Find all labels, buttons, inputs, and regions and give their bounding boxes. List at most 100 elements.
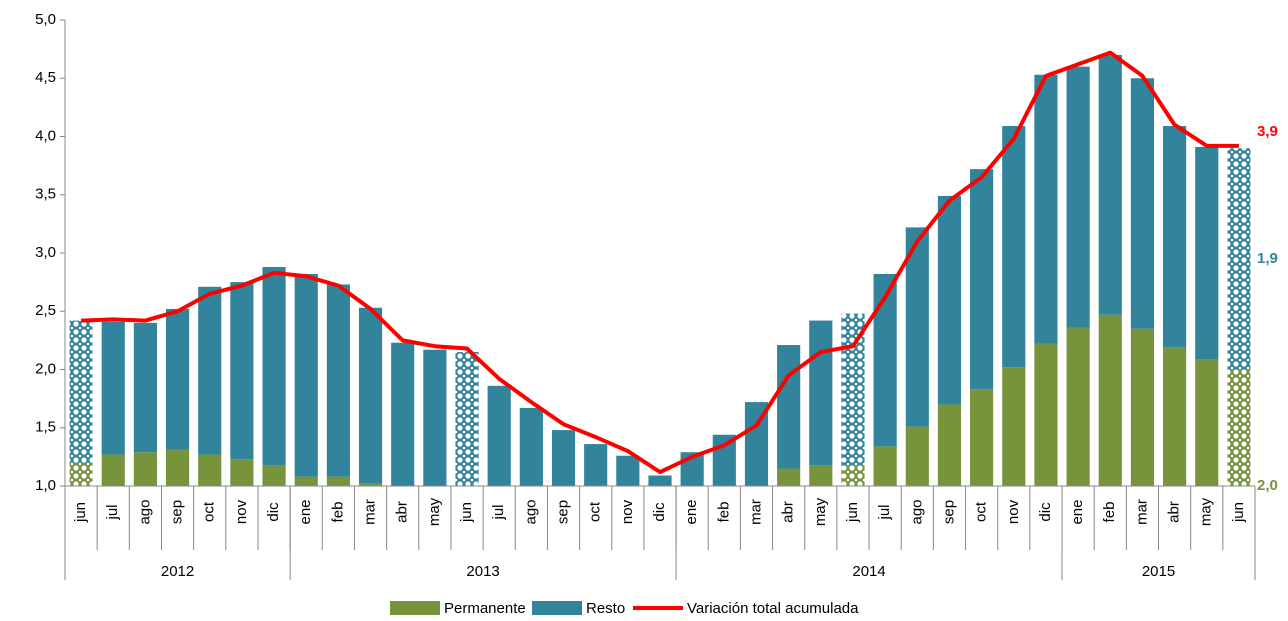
y-tick-label: 1,0 (35, 477, 56, 494)
bar (777, 345, 801, 469)
bar (744, 402, 769, 486)
bar (841, 465, 865, 486)
y-tick-label: 2,5 (35, 302, 56, 319)
legend-swatch (390, 601, 440, 615)
bar (841, 313, 865, 466)
bar (455, 352, 479, 486)
x-tick-label: abr (394, 501, 411, 523)
bar (873, 446, 897, 486)
bar (1034, 74, 1058, 344)
legend-label: Resto (586, 600, 625, 617)
bar (358, 307, 383, 484)
x-group-label: 2015 (1142, 563, 1175, 580)
y-tick-label: 5,0 (35, 11, 56, 28)
y-tick-label: 3,5 (35, 186, 56, 203)
bar (584, 444, 608, 486)
bar (937, 404, 962, 486)
bar (1066, 66, 1090, 328)
x-tick-label: oct (587, 501, 604, 522)
bar (648, 475, 672, 486)
bar (1002, 367, 1026, 486)
x-tick-label: ago (136, 499, 153, 524)
y-tick-label: 2,0 (35, 360, 56, 377)
bar (230, 282, 254, 460)
bar (294, 476, 318, 486)
x-tick-label: feb (329, 502, 346, 523)
x-tick-label: may (426, 497, 443, 526)
bar (326, 476, 350, 486)
bar (970, 169, 994, 390)
bar (1130, 328, 1155, 486)
bar (551, 430, 576, 486)
x-tick-label: sep (169, 500, 186, 524)
value-label: 2,0 (1257, 477, 1278, 494)
x-tick-label: abr (1166, 501, 1183, 523)
x-tick-label: ago (522, 499, 539, 524)
value-label: 3,9 (1257, 123, 1278, 140)
x-tick-label: sep (554, 500, 571, 524)
y-tick-label: 4,5 (35, 69, 56, 86)
bar (1227, 148, 1251, 370)
x-tick-label: ago (908, 499, 925, 524)
x-tick-label: nov (233, 499, 250, 524)
bar (1195, 359, 1219, 486)
bar (777, 468, 801, 486)
bar (69, 462, 93, 486)
bar (358, 483, 383, 486)
bar (1066, 327, 1090, 486)
bar (809, 320, 833, 466)
bar (133, 452, 157, 486)
x-tick-label: jun (458, 502, 475, 523)
bar (584, 515, 607, 602)
legend-swatch (532, 601, 582, 615)
x-tick-label: ene (1069, 499, 1086, 524)
x-tick-label: jul (490, 504, 507, 520)
bar (1034, 343, 1058, 486)
bar (198, 454, 222, 486)
y-tick-label: 4,0 (35, 127, 56, 144)
x-tick-label: dic (651, 502, 668, 522)
x-group-label: 2014 (852, 563, 885, 580)
bar (616, 521, 639, 603)
bar (1195, 146, 1219, 360)
bar (905, 426, 929, 486)
bar (165, 308, 190, 450)
x-tick-label: oct (201, 501, 218, 522)
x-tick-label: dic (265, 502, 282, 522)
x-tick-label: may (812, 497, 829, 526)
bar (487, 385, 511, 486)
bar (1163, 347, 1187, 486)
bar (262, 465, 286, 486)
bar (133, 322, 157, 453)
x-tick-label: dic (1037, 502, 1054, 522)
bar (1098, 314, 1122, 486)
legend-label: Permanente (444, 600, 526, 617)
x-group-label: 2013 (466, 563, 499, 580)
bar (423, 349, 447, 486)
bar (230, 459, 254, 486)
legend-label: Variación total acumulada (687, 600, 859, 617)
x-tick-label: mar (747, 499, 764, 525)
x-tick-label: abr (780, 501, 797, 523)
x-tick-label: jun (844, 502, 861, 523)
bar (873, 273, 897, 447)
bar (391, 342, 415, 486)
bar (1002, 126, 1026, 368)
value-label: 1,9 (1257, 250, 1278, 267)
bar (69, 320, 93, 463)
x-tick-label: jun (72, 502, 89, 523)
x-tick-label: ene (683, 499, 700, 524)
bar (1163, 126, 1187, 348)
bar (1098, 54, 1122, 315)
x-tick-label: jul (876, 504, 893, 520)
bar (519, 407, 543, 486)
x-tick-label: feb (1101, 502, 1118, 523)
line (81, 50, 1239, 475)
bar (937, 195, 962, 405)
x-tick-label: nov (1005, 499, 1022, 524)
bar (1227, 369, 1251, 486)
x-tick-label: sep (940, 500, 957, 524)
bar (905, 227, 929, 427)
y-tick-label: 1,5 (35, 419, 56, 436)
